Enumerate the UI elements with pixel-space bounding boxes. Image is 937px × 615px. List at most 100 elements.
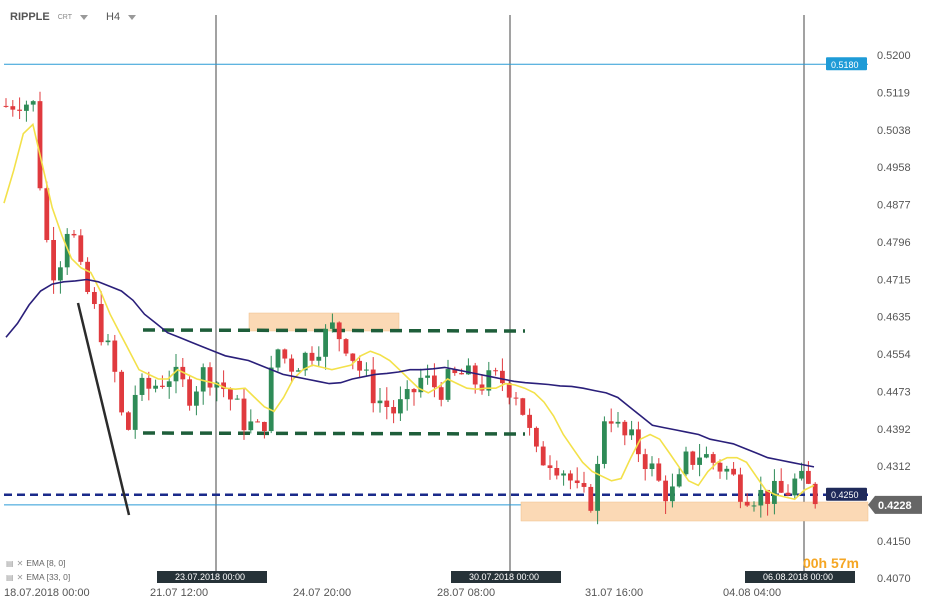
candle-body (357, 360, 362, 371)
level-high-badge: 0.5180 (831, 60, 859, 70)
candle-body (513, 397, 519, 399)
indicator-ema-fast[interactable]: ▤ ✕ EMA [8, 0] (6, 558, 65, 568)
price-tick-label: 0.5200 (877, 50, 911, 62)
candle-body (58, 267, 63, 281)
date-marker-label: 30.07.2018 00:00 (469, 572, 539, 582)
candle-body (758, 489, 764, 506)
candle-body (710, 454, 716, 463)
date-marker-bg (745, 571, 855, 583)
candle-body (200, 367, 206, 392)
time-tick-label: 21.07 12:00 (150, 587, 208, 599)
candle-body (330, 322, 335, 329)
time-tick-label: 18.07.2018 00:00 (4, 587, 90, 599)
candle-body (547, 465, 553, 469)
price-tick-label: 0.5038 (877, 125, 911, 137)
trend-line (76, 302, 131, 516)
price-tick-label: 0.4635 (877, 312, 911, 324)
candle-body (289, 358, 294, 372)
candle-body (248, 421, 254, 431)
last-price-badge: 0.4228 (878, 500, 912, 512)
candle-body (207, 367, 213, 388)
candle-body (500, 370, 505, 384)
candle-body (139, 377, 145, 395)
candle-body (459, 373, 464, 375)
date-marker-label: 06.08.2018 00:00 (763, 572, 833, 582)
candle-body (92, 291, 97, 305)
candle-body (105, 340, 111, 343)
candle-body (44, 188, 50, 240)
candle-body (78, 235, 84, 262)
candle-body (173, 366, 179, 382)
candle-body (411, 389, 417, 393)
remove-indicator-icon[interactable]: ✕ (16, 558, 24, 568)
candle-body (438, 387, 444, 400)
candle-body (676, 474, 682, 487)
remove-indicator-icon[interactable]: ✕ (16, 572, 24, 582)
candle-body (3, 105, 9, 107)
candle-body (724, 468, 730, 472)
candle-body (615, 421, 621, 424)
candle-body (778, 480, 784, 493)
candle-body (581, 483, 587, 487)
time-tick-label: 28.07 08:00 (437, 587, 495, 599)
candle-body (316, 356, 322, 361)
candle-body (425, 375, 430, 378)
candle-body (466, 365, 471, 375)
candle-body (540, 446, 546, 466)
candle-body (160, 385, 165, 387)
candle-body (561, 473, 566, 476)
candle-body (221, 382, 226, 390)
candle-body (608, 421, 614, 424)
candle-body (98, 304, 104, 343)
level-mid-badge-bg (826, 487, 867, 501)
timeframe-label[interactable]: H4 (106, 11, 121, 23)
candle-body (112, 340, 118, 372)
date-marker-bg (157, 571, 267, 583)
candle-body (309, 352, 315, 361)
candle-body (642, 454, 648, 470)
candle-body (622, 421, 628, 436)
ema-fast-line (3, 122, 815, 501)
candle-body (146, 377, 152, 389)
candle-body (194, 391, 199, 406)
candle-body (71, 233, 77, 236)
candle-body (384, 400, 390, 407)
candle-body (534, 427, 539, 447)
source-dropdown-caret-icon[interactable] (80, 14, 88, 20)
indicator-settings-icon[interactable]: ▤ (6, 572, 14, 582)
candle-body (350, 353, 356, 361)
candle-body (370, 369, 376, 404)
candle-body (806, 470, 811, 484)
candle-body (663, 480, 668, 502)
candle-body (377, 400, 383, 404)
candle-body (24, 104, 29, 111)
chart-header: RIPPLE CRT H4 (10, 11, 137, 23)
candle-body (119, 371, 124, 413)
candle-body (751, 505, 757, 507)
indicator-ema-slow[interactable]: ▤ ✕ EMA [33, 0] (6, 572, 70, 582)
candle-body (486, 370, 492, 391)
candle-body (683, 451, 689, 475)
candle-body (228, 389, 233, 400)
candle-body (568, 473, 573, 481)
candle-body (602, 421, 607, 464)
candle-body (391, 406, 396, 414)
candle-body (656, 463, 662, 481)
price-tick-label: 0.4554 (877, 349, 911, 361)
candle-body (268, 367, 274, 432)
time-tick-label: 04.08 04:00 (723, 587, 781, 599)
price-tick-label: 0.4796 (877, 237, 911, 249)
price-tick-label: 0.4070 (877, 573, 911, 585)
source-label: CRT (57, 13, 72, 21)
price-tick-label: 0.4877 (877, 199, 911, 211)
timeframe-dropdown-caret-icon[interactable] (128, 14, 137, 20)
candle-body (37, 101, 43, 189)
candle-body (132, 394, 138, 430)
candle-body (785, 492, 791, 496)
candle-body (690, 451, 696, 465)
candle-body (364, 369, 369, 371)
indicator-settings-icon[interactable]: ▤ (6, 558, 14, 568)
candle-body (452, 369, 458, 374)
